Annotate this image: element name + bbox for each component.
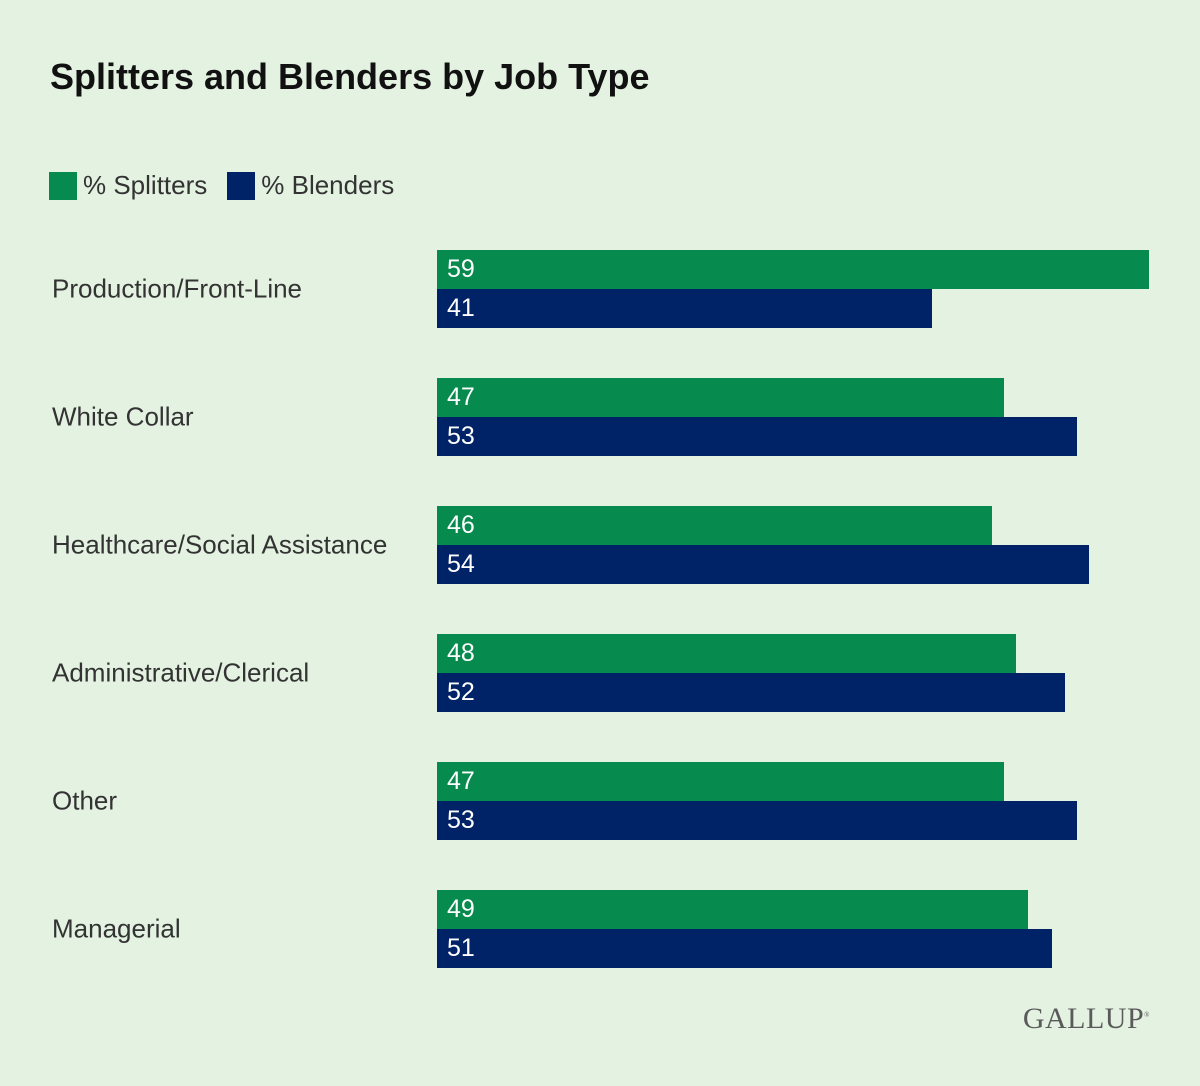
chart-title: Splitters and Blenders by Job Type: [50, 56, 650, 97]
data-label: 41: [447, 294, 475, 322]
data-label: 59: [447, 255, 475, 283]
legend-label-blenders: % Blenders: [261, 170, 395, 200]
bar-blenders: [437, 673, 1065, 712]
category-label: Other: [52, 785, 118, 816]
bar-splitters: [437, 506, 993, 545]
legend-swatch-blenders: [227, 171, 256, 200]
data-label: 53: [447, 806, 475, 834]
bar-blenders: [437, 289, 932, 328]
gallup-logo: GALLUP®: [1022, 1002, 1150, 1035]
bar-blenders: [437, 801, 1077, 840]
category-label: Production/Front-Line: [52, 273, 303, 304]
category-label: White Collar: [52, 401, 194, 432]
legend-label-splitters: % Splitters: [83, 170, 208, 200]
data-label: 47: [447, 383, 475, 411]
data-label: 53: [447, 422, 475, 450]
bar-splitters: [437, 762, 1005, 801]
category-label: Administrative/Clerical: [52, 657, 310, 688]
bar-blenders: [437, 417, 1077, 456]
category-label: Healthcare/Social Assistance: [52, 529, 388, 560]
data-label: 48: [447, 639, 475, 667]
legend: % Splitters % Blenders: [49, 170, 414, 201]
bar-splitters: [437, 890, 1029, 929]
data-label: 47: [447, 767, 475, 795]
bar-splitters: [437, 378, 1005, 417]
legend-item-blenders: % Blenders: [227, 170, 394, 201]
data-label: 51: [447, 934, 475, 962]
legend-item-splitters: % Splitters: [49, 170, 207, 201]
bar-splitters: [437, 634, 1017, 673]
category-label: Managerial: [52, 913, 181, 944]
data-label: 46: [447, 511, 475, 539]
data-label: 52: [447, 678, 475, 706]
bar-blenders: [437, 545, 1089, 584]
legend-swatch-splitters: [49, 171, 77, 200]
bar-splitters: [437, 250, 1149, 289]
data-label: 49: [447, 895, 475, 923]
bar-blenders: [437, 929, 1053, 968]
data-label: 54: [447, 550, 475, 578]
